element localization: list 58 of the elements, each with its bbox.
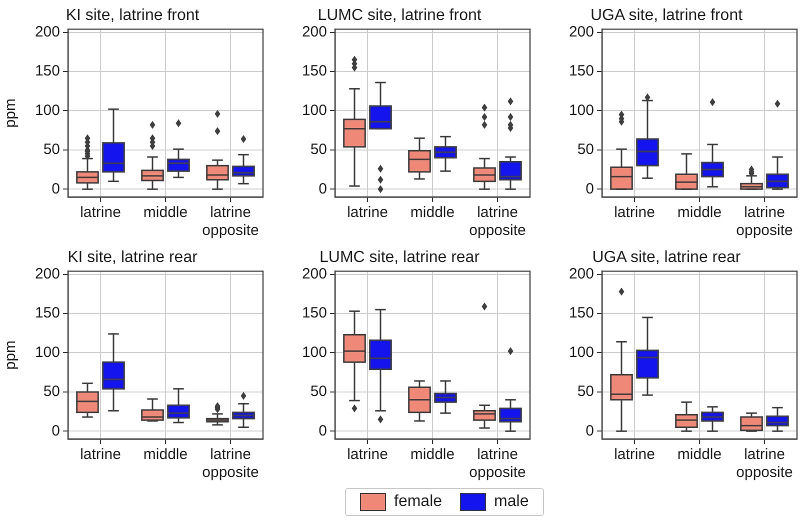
y-tick-label: 200 [34,23,60,40]
y-tick-label: 0 [52,180,60,198]
y-axis-title: ppm [2,340,20,370]
x-tick-label: middle [410,446,455,464]
y-tick-label: 0 [318,180,327,198]
x-tick-label: latrine [80,204,121,222]
y-tick-label: 150 [34,304,60,322]
x-tick-label: latrine opposite [469,446,526,482]
x-tick-label: middle [143,446,188,464]
x-tick-label: latrine opposite [736,446,793,482]
legend-label: female [394,493,442,511]
y-axis-title: ppm [2,98,20,128]
y-tick-label: 100 [568,344,594,361]
y-tick-label: 100 [34,344,60,361]
y-tick-label: 200 [302,265,327,282]
y-tick-label: 150 [568,62,594,80]
y-tick-label: 100 [568,102,594,119]
y-tick-label: 100 [302,344,327,361]
y-tick-label: 50 [43,141,60,158]
y-tick-label: 50 [577,141,594,158]
y-tick-label: 200 [34,265,60,282]
chart-title: KI site, latrine rear [68,249,198,266]
y-tick-label: 0 [586,422,594,440]
y-tick-label: 50 [310,141,327,158]
y-tick-label: 150 [302,304,327,322]
x-tick-label: latrine opposite [202,204,259,240]
y-tick-label: 100 [34,102,60,119]
x-tick-label: middle [143,204,188,222]
chart-title: UGA site, latrine rear [592,249,742,266]
legend-label: male [494,493,529,511]
chart-title: KI site, latrine front [66,7,200,24]
y-tick-label: 0 [52,422,60,440]
chart-title: UGA site, latrine front [590,7,744,24]
y-tick-label: 0 [586,180,594,198]
y-tick-label: 50 [43,383,60,400]
chart-title: LUMC site, latrine front [318,7,482,24]
x-tick-label: latrine [80,446,121,464]
x-tick-label: latrine [614,446,655,464]
y-tick-label: 200 [568,23,594,40]
y-tick-label: 50 [577,383,594,400]
y-tick-label: 100 [302,102,327,119]
x-tick-label: latrine [347,446,388,464]
x-tick-label: middle [410,204,455,222]
y-tick-label: 150 [302,62,327,80]
y-tick-label: 200 [568,265,594,282]
x-tick-label: latrine [347,204,388,222]
x-tick-label: latrine opposite [202,446,259,482]
y-tick-label: 200 [302,23,327,40]
x-tick-label: middle [677,204,722,222]
y-tick-label: 50 [310,383,327,400]
x-tick-label: latrine opposite [469,204,526,240]
x-tick-label: latrine [614,204,655,222]
y-tick-label: 0 [318,422,327,440]
chart-title: LUMC site, latrine rear [319,249,480,266]
y-tick-label: 150 [568,304,594,322]
x-tick-label: latrine opposite [736,204,793,240]
y-tick-label: 150 [34,62,60,80]
x-tick-label: middle [677,446,722,464]
